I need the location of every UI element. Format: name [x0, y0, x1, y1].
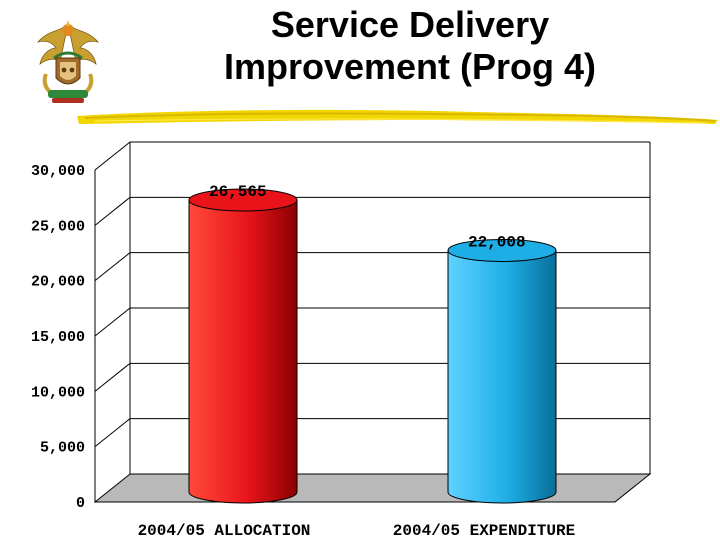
y-tick-label: 25,000	[31, 218, 85, 235]
page-title: Service Delivery Improvement (Prog 4)	[150, 4, 670, 88]
y-tick-label: 5,000	[40, 440, 85, 457]
x-category-label: 2004/05 ALLOCATION	[138, 522, 311, 540]
bar-chart: 0 5,000 10,000 15,000 20,000 25,000 30,000 26,…	[31, 141, 652, 540]
bar-top-1	[188, 188, 298, 212]
coat-of-arms-icon	[36, 20, 100, 103]
title-line-1: Service Delivery	[270, 4, 550, 45]
x-axis: 2004/05 ALLOCATION 2004/05 EXPENDITURE	[138, 522, 576, 540]
gridline-diagonal	[94, 252, 131, 282]
gridline-diagonal	[94, 418, 131, 448]
bar-top-2	[447, 238, 557, 262]
y-tick-label: 15,000	[31, 329, 85, 346]
bar-1	[188, 199, 298, 504]
gridline-diagonal	[94, 196, 131, 226]
gridline-diagonal	[94, 362, 131, 392]
title-line-2: Improvement (Prog 4)	[223, 46, 597, 87]
chart-gridlines	[94, 141, 650, 448]
x-category-label: 2004/05 EXPENDITURE	[393, 522, 575, 540]
y-tick-label: 10,000	[31, 384, 85, 401]
gridline-diagonal	[94, 141, 131, 171]
chart-plot-area	[93, 142, 652, 503]
data-label-2: 22,008	[468, 233, 526, 251]
gridline-diagonal	[94, 307, 131, 337]
decorative-brush-stroke	[77, 109, 718, 124]
y-tick-label: 20,000	[31, 274, 85, 291]
y-tick-label: 30,000	[31, 163, 85, 180]
data-label-1: 26,565	[209, 183, 267, 201]
y-axis: 0 5,000 10,000 15,000 20,000 25,000 30,000	[31, 163, 85, 512]
bar-2	[447, 249, 557, 504]
chart-floor	[93, 473, 652, 503]
y-tick-label: 0	[76, 495, 85, 512]
chart-bars: 26,565 22,008	[188, 183, 557, 504]
